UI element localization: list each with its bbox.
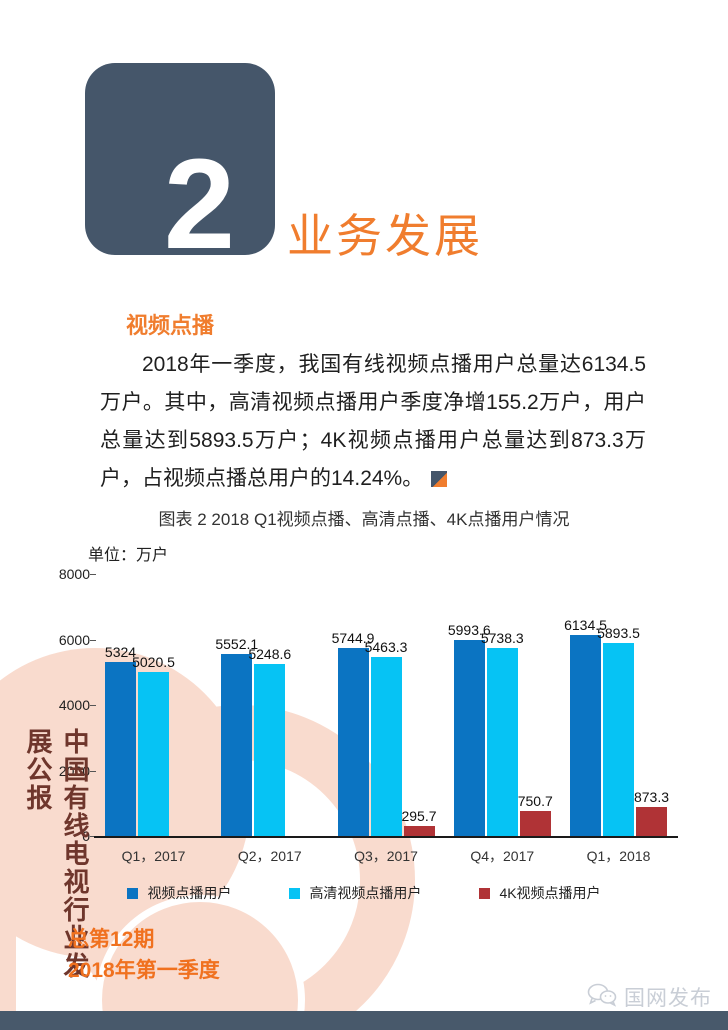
bar	[221, 654, 253, 836]
bar	[337, 647, 369, 836]
bar-group: 5552.1 5248.6 Q2，2017	[215, 574, 319, 864]
chart-groups: 5324 5020.5 Q1，2017 5552.1 5248.6 Q2，2017 5744…	[98, 574, 674, 864]
bar-slot: 5744.9	[332, 574, 374, 836]
footer-bar	[0, 1011, 728, 1030]
bar-slot	[286, 574, 319, 836]
y-tick-mark	[90, 836, 96, 837]
section-heading: 视频点播	[126, 313, 215, 338]
bar	[519, 811, 551, 836]
bar-value-label: 5248.6	[248, 646, 292, 663]
bar-slot	[170, 574, 203, 836]
bar	[403, 826, 435, 836]
bar	[486, 648, 518, 836]
bar-slot: 750.7	[517, 574, 553, 836]
bar-slot: 5324	[104, 574, 137, 836]
y-tick-mark	[90, 574, 96, 575]
paragraph-end-marker-icon	[431, 471, 448, 487]
chapter-number-box: 2	[85, 63, 275, 269]
y-tick-label: 6000	[58, 631, 90, 648]
x-axis-label: Q1，2017	[121, 848, 186, 864]
bar-value-label: 6134.5	[564, 617, 607, 634]
chart: 图表 2 2018 Q1视频点播、高清点播、4K点播用户情况 单位：万户 0 20…	[0, 505, 728, 901]
x-axis-label: Q1，2018	[586, 848, 651, 864]
bar-value-label: 873.3	[633, 789, 670, 806]
bar-value-label: 5744.9	[331, 629, 375, 646]
bar-slot: 5993.6	[448, 574, 491, 836]
bar-slot: 5463.3	[365, 574, 407, 836]
legend-swatch	[479, 887, 491, 899]
bar	[105, 661, 136, 836]
bar-slot: 5020.5	[132, 574, 175, 836]
chart-plot: 0 2000 4000 6000 8000 5324 5020.5 Q1，2017 5552.…	[59, 566, 678, 864]
x-axis-label: Q2，2017	[237, 848, 302, 864]
bar	[453, 639, 485, 836]
legend-label: 高清视频点播用户	[309, 885, 422, 901]
y-tick-label: 8000	[58, 566, 90, 582]
y-tick-mark	[90, 770, 96, 772]
bar-slot: 5248.6	[248, 574, 291, 836]
decor-strip	[0, 690, 16, 1012]
legend-item: 4K视频点播用户	[479, 883, 601, 903]
bar	[603, 643, 634, 836]
y-tick-label: 0	[82, 828, 90, 844]
bar-value-label: 5738.3	[480, 630, 524, 647]
bar-slot: 5738.3	[481, 574, 524, 836]
issue-quarter: 2018年第一季度	[68, 959, 220, 982]
bar-slot: 873.3	[633, 574, 670, 836]
bar-value-label: 5463.3	[364, 639, 408, 656]
bar-value-label: 5552.1	[215, 636, 259, 653]
wechat-icon	[587, 983, 617, 1012]
bar	[570, 635, 601, 836]
publisher-watermark: 国网发布	[587, 982, 712, 1012]
issue-number: 总第12期	[68, 928, 155, 951]
bar-group: 6134.5 5893.5 873.3 Q1，2018	[564, 574, 670, 864]
bar-value-label: 295.7	[401, 808, 437, 825]
chapter-title: 业务发展	[287, 210, 483, 262]
y-tick-mark	[90, 639, 96, 641]
x-axis-label: Q3，2017	[354, 848, 418, 864]
bar-slot: 5552.1	[215, 574, 258, 836]
sidebar-vertical-title: 中国有线电视行业发展公报	[23, 728, 90, 980]
bar	[636, 807, 667, 836]
bar-slot: 5893.5	[597, 574, 640, 836]
y-tick-label: 2000	[58, 762, 90, 779]
bar-value-label: 5020.5	[132, 653, 175, 670]
chart-x-axis-line	[94, 836, 678, 838]
paragraph-text: 2018年一季度，我国有线视频点播用户总量达6134.5万户。其中，高清视频点播…	[100, 353, 646, 490]
bar	[138, 671, 169, 836]
bar-value-label: 5324	[104, 643, 137, 660]
chart-unit-label: 单位：万户	[88, 547, 169, 564]
legend-swatch	[289, 887, 301, 899]
bar-slot: 6134.5	[564, 574, 607, 836]
bar-slot: 295.7	[401, 574, 437, 836]
x-axis-label: Q4，2017	[470, 848, 535, 864]
bar-value-label: 5893.5	[597, 625, 640, 641]
chapter-number: 2	[163, 133, 235, 276]
bar-value-label: 750.7	[517, 793, 553, 810]
y-tick-label: 4000	[58, 697, 90, 713]
legend-item: 视频点播用户	[127, 883, 231, 903]
bar	[370, 657, 402, 836]
chart-legend: 视频点播用户 高清视频点播用户 4K视频点播用户	[0, 883, 728, 903]
body-paragraph: 2018年一季度，我国有线视频点播用户总量达6134.5万户。其中，高清视频点播…	[100, 346, 646, 498]
watermark-label: 国网发布	[624, 987, 712, 1010]
bar-group: 5324 5020.5 Q1，2017	[104, 574, 203, 864]
legend-item: 高清视频点播用户	[289, 883, 421, 903]
legend-swatch	[127, 887, 139, 899]
legend-label: 视频点播用户	[147, 885, 232, 901]
chart-title: 图表 2 2018 Q1视频点播、高清点播、4K点播用户情况	[158, 510, 570, 529]
issue-info: 总第12期 2018年第一季度	[68, 924, 220, 986]
bar	[254, 664, 286, 836]
bar-group: 5744.9 5463.3 295.7 Q3，2017	[332, 574, 437, 864]
bar-value-label: 5993.6	[447, 621, 491, 638]
legend-label: 4K视频点播用户	[499, 885, 601, 901]
bar-group: 5993.6 5738.3 750.7 Q4，2017	[448, 574, 553, 864]
y-tick-mark	[90, 705, 96, 706]
